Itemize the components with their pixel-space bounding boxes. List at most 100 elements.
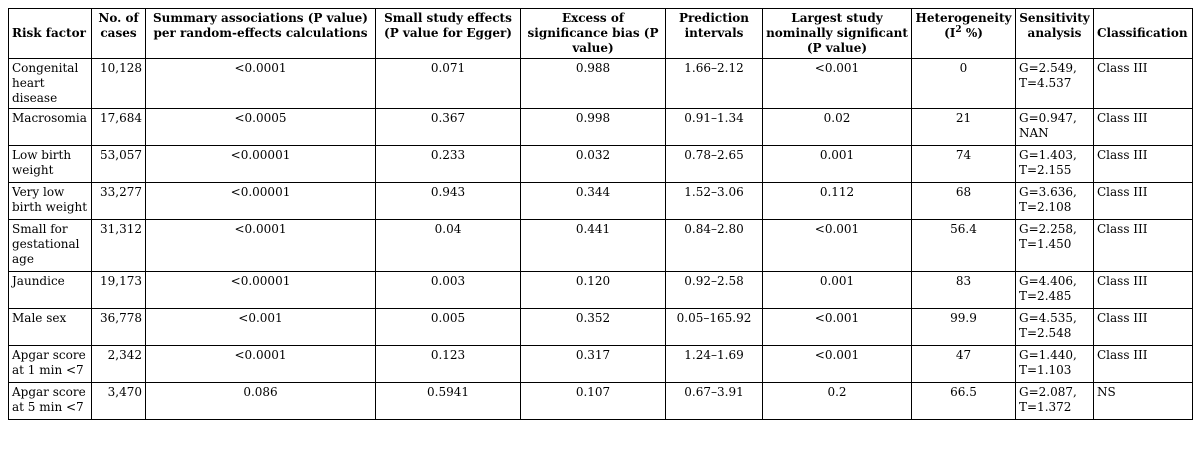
cell-heterogeneity: 99.9 <box>911 308 1016 346</box>
cell-risk-factor: Macrosomia <box>8 108 92 146</box>
table-row: Jaundice 19,173 <0.00001 0.003 0.120 0.9… <box>8 271 1193 309</box>
header-classification: Classification <box>1093 8 1193 59</box>
cell-largest: <0.001 <box>762 58 912 109</box>
header-prediction: Prediction intervals <box>665 8 763 59</box>
cell-prediction: 0.67–3.91 <box>665 382 763 420</box>
cell-excess: 0.352 <box>520 308 666 346</box>
cell-small-study: 0.367 <box>375 108 521 146</box>
table-container: Risk factor No. of cases Summary associa… <box>8 8 1193 420</box>
cell-excess: 0.998 <box>520 108 666 146</box>
cell-sensitivity: G=3.636, T=2.108 <box>1015 182 1094 220</box>
cell-largest: 0.112 <box>762 182 912 220</box>
cell-sensitivity: G=2.258, T=1.450 <box>1015 219 1094 272</box>
cell-excess: 0.107 <box>520 382 666 420</box>
table-row: Low birth weight 53,057 <0.00001 0.233 0… <box>8 145 1193 183</box>
table-row: Male sex 36,778 <0.001 0.005 0.352 0.05–… <box>8 308 1193 346</box>
header-largest: Largest study nominally significant (P v… <box>762 8 912 59</box>
cell-risk-factor: Small for gestational age <box>8 219 92 272</box>
cell-cases: 10,128 <box>91 58 146 109</box>
cell-small-study: 0.071 <box>375 58 521 109</box>
cell-prediction: 0.84–2.80 <box>665 219 763 272</box>
table-row: Very low birth weight 33,277 <0.00001 0.… <box>8 182 1193 220</box>
cell-excess: 0.317 <box>520 345 666 383</box>
cell-risk-factor: Male sex <box>8 308 92 346</box>
cell-risk-factor: Apgar score at 5 min <7 <box>8 382 92 420</box>
cell-classification: Class III <box>1093 345 1193 383</box>
cell-cases: 3,470 <box>91 382 146 420</box>
cell-small-study: 0.123 <box>375 345 521 383</box>
cell-heterogeneity: 74 <box>911 145 1016 183</box>
cell-excess: 0.344 <box>520 182 666 220</box>
cell-small-study: 0.943 <box>375 182 521 220</box>
header-row: Risk factor No. of cases Summary associa… <box>8 8 1193 59</box>
cell-cases: 31,312 <box>91 219 146 272</box>
cell-heterogeneity: 56.4 <box>911 219 1016 272</box>
cell-largest: 0.2 <box>762 382 912 420</box>
header-heterogeneity-suffix: %) <box>961 26 983 40</box>
cell-sensitivity: G=4.535, T=2.548 <box>1015 308 1094 346</box>
cell-small-study: 0.5941 <box>375 382 521 420</box>
cell-sensitivity: G=1.403, T=2.155 <box>1015 145 1094 183</box>
risk-factor-table: Risk factor No. of cases Summary associa… <box>8 8 1193 420</box>
table-row: Small for gestational age 31,312 <0.0001… <box>8 219 1193 272</box>
cell-prediction: 0.78–2.65 <box>665 145 763 183</box>
cell-heterogeneity: 47 <box>911 345 1016 383</box>
cell-small-study: 0.04 <box>375 219 521 272</box>
cell-summary: <0.00001 <box>145 182 376 220</box>
cell-largest: 0.02 <box>762 108 912 146</box>
cell-sensitivity: G=1.440, T=1.103 <box>1015 345 1094 383</box>
cell-largest: <0.001 <box>762 219 912 272</box>
cell-sensitivity: G=2.549, T=4.537 <box>1015 58 1094 109</box>
header-summary: Summary associations (P value) per rando… <box>145 8 376 59</box>
cell-small-study: 0.233 <box>375 145 521 183</box>
header-excess: Excess of significance bias (P value) <box>520 8 666 59</box>
cell-largest: <0.001 <box>762 308 912 346</box>
cell-summary: <0.00001 <box>145 271 376 309</box>
cell-prediction: 1.52–3.06 <box>665 182 763 220</box>
cell-sensitivity: G=4.406, T=2.485 <box>1015 271 1094 309</box>
cell-heterogeneity: 83 <box>911 271 1016 309</box>
cell-cases: 2,342 <box>91 345 146 383</box>
cell-heterogeneity: 66.5 <box>911 382 1016 420</box>
cell-excess: 0.441 <box>520 219 666 272</box>
cell-classification: Class III <box>1093 145 1193 183</box>
cell-summary: <0.0001 <box>145 58 376 109</box>
header-sensitivity: Sensitivity analysis <box>1015 8 1094 59</box>
table-row: Congenital heart disease 10,128 <0.0001 … <box>8 58 1193 109</box>
cell-largest: 0.001 <box>762 271 912 309</box>
cell-cases: 19,173 <box>91 271 146 309</box>
header-small-study: Small study effects (P value for Egger) <box>375 8 521 59</box>
cell-risk-factor: Apgar score at 1 min <7 <box>8 345 92 383</box>
cell-prediction: 0.05–165.92 <box>665 308 763 346</box>
cell-classification: Class III <box>1093 271 1193 309</box>
cell-classification: NS <box>1093 382 1193 420</box>
cell-summary: <0.0001 <box>145 345 376 383</box>
cell-largest: 0.001 <box>762 145 912 183</box>
cell-classification: Class III <box>1093 58 1193 109</box>
cell-summary: <0.001 <box>145 308 376 346</box>
cell-heterogeneity: 21 <box>911 108 1016 146</box>
cell-prediction: 1.66–2.12 <box>665 58 763 109</box>
cell-prediction: 0.92–2.58 <box>665 271 763 309</box>
cell-cases: 53,057 <box>91 145 146 183</box>
cell-risk-factor: Low birth weight <box>8 145 92 183</box>
cell-largest: <0.001 <box>762 345 912 383</box>
cell-heterogeneity: 0 <box>911 58 1016 109</box>
cell-classification: Class III <box>1093 219 1193 272</box>
cell-prediction: 0.91–1.34 <box>665 108 763 146</box>
cell-cases: 36,778 <box>91 308 146 346</box>
cell-summary: 0.086 <box>145 382 376 420</box>
cell-summary: <0.00001 <box>145 145 376 183</box>
cell-summary: <0.0001 <box>145 219 376 272</box>
cell-classification: Class III <box>1093 308 1193 346</box>
cell-summary: <0.0005 <box>145 108 376 146</box>
cell-sensitivity: G=2.087, T=1.372 <box>1015 382 1094 420</box>
header-cases: No. of cases <box>91 8 146 59</box>
header-risk-factor: Risk factor <box>8 8 92 59</box>
cell-prediction: 1.24–1.69 <box>665 345 763 383</box>
cell-excess: 0.032 <box>520 145 666 183</box>
cell-risk-factor: Congenital heart disease <box>8 58 92 109</box>
table-row: Apgar score at 1 min <7 2,342 <0.0001 0.… <box>8 345 1193 383</box>
header-heterogeneity-prefix: Heterogeneity (I <box>915 11 1012 40</box>
table-row: Apgar score at 5 min <7 3,470 0.086 0.59… <box>8 382 1193 420</box>
